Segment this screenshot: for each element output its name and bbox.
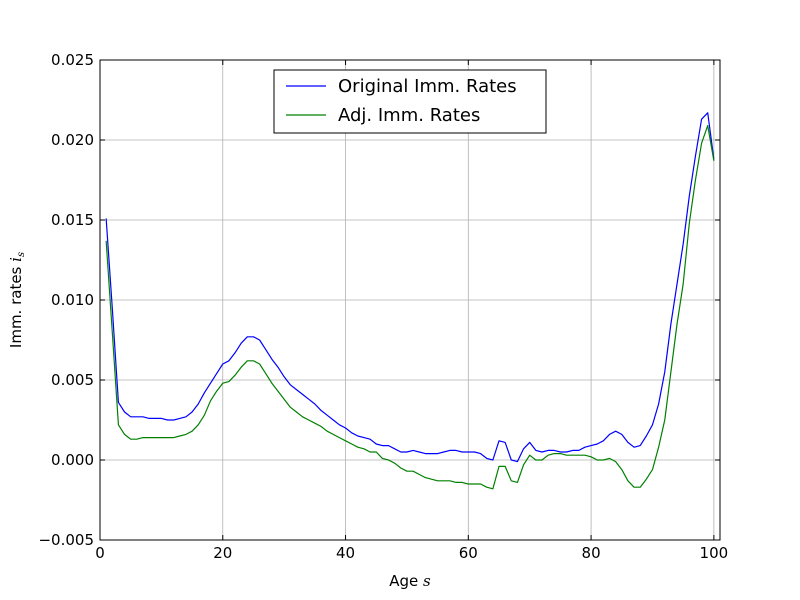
y-tick-label: 0.015 [51,211,94,229]
x-tick-label: 100 [700,544,729,562]
legend-label: Original Imm. Rates [338,76,517,97]
y-tick-label: 0.000 [51,451,94,469]
grid [100,60,720,540]
y-axis-label-math: i [7,257,25,262]
legend: Original Imm. Rates Adj. Imm. Rates [273,69,547,134]
legend-box [273,69,547,134]
series-layer [105,112,715,490]
series-line-2 [105,124,715,490]
y-tick-label: 0.025 [51,51,94,69]
legend-label: Adj. Imm. Rates [338,105,480,126]
ticks: 0 20 40 60 80 100 −0.005 0.000 0.005 0.010 0.015 0.… [38,51,728,562]
y-axis-label: Imm. rates is [7,252,27,348]
y-tick-label: 0.020 [51,131,94,149]
y-tick-label: −0.005 [38,531,94,549]
x-tick-label: 80 [582,544,601,562]
x-axis-label-text: Age [389,572,418,590]
y-axis-label-text: Imm. rates [7,266,25,348]
series-line-1 [105,112,715,463]
x-axis-label-math: s [423,572,431,590]
x-tick-label: 40 [336,544,355,562]
y-axis-label-math-sub: s [16,252,27,257]
y-tick-label: 0.005 [51,371,94,389]
x-tick-label: 20 [213,544,232,562]
x-tick-label: 60 [459,544,478,562]
x-tick-label: 0 [95,544,105,562]
x-axis-label: Age s [389,572,431,590]
y-tick-label: 0.010 [51,291,94,309]
